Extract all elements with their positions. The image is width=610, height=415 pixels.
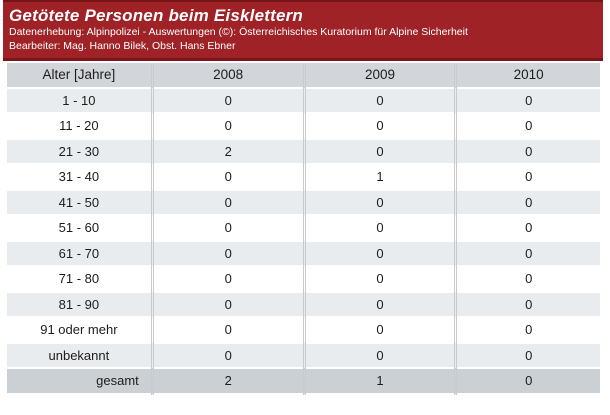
age-range-cell: 11 - 20 — [7, 113, 153, 140]
column-header-2009: 2009 — [302, 63, 456, 89]
value-cell: 0 — [150, 164, 305, 191]
value-cell: 0 — [302, 113, 456, 140]
column-header-2010: 2010 — [454, 63, 600, 89]
header-row: Alter [Jahre] 2008 2009 2010 — [7, 63, 600, 89]
total-row: gesamt 2 1 0 — [7, 368, 600, 395]
value-cell: 0 — [150, 240, 305, 267]
value-cell: 0 — [302, 266, 456, 293]
value-cell: 0 — [150, 342, 305, 369]
age-range-cell: 71 - 80 — [7, 266, 153, 293]
age-range-cell: 1 - 10 — [7, 87, 153, 114]
value-cell: 0 — [454, 138, 600, 165]
value-cell: 0 — [454, 291, 600, 318]
value-cell: 0 — [454, 113, 600, 140]
value-cell: 0 — [302, 342, 456, 369]
value-cell: 0 — [150, 87, 305, 114]
value-cell: 0 — [454, 87, 600, 114]
value-cell: 0 — [150, 317, 305, 344]
table-row: 51 - 60 0 0 0 — [7, 215, 600, 242]
table-row: 21 - 30 2 0 0 — [7, 138, 600, 165]
title-banner: Getötete Personen beim Eisklettern Daten… — [3, 0, 603, 61]
value-cell: 0 — [454, 317, 600, 344]
table-row: 81 - 90 0 0 0 — [7, 291, 600, 318]
age-range-cell: 21 - 30 — [7, 138, 153, 165]
total-value-cell: 1 — [302, 368, 456, 395]
value-cell: 0 — [150, 189, 305, 216]
table-row: 1 - 10 0 0 0 — [7, 87, 600, 114]
value-cell: 0 — [302, 87, 456, 114]
column-header-age: Alter [Jahre] — [7, 63, 153, 89]
table-row: 11 - 20 0 0 0 — [7, 113, 600, 140]
value-cell: 0 — [302, 291, 456, 318]
age-range-cell: 61 - 70 — [7, 240, 153, 267]
age-range-cell: 31 - 40 — [7, 164, 153, 191]
value-cell: 0 — [302, 317, 456, 344]
total-value-cell: 0 — [454, 368, 600, 395]
value-cell: 0 — [302, 215, 456, 242]
value-cell: 0 — [150, 266, 305, 293]
value-cell: 0 — [454, 164, 600, 191]
editor-credit: Bearbeiter: Mag. Hanno Bilek, Obst. Hans… — [9, 39, 236, 52]
value-cell: 1 — [302, 164, 456, 191]
value-cell: 0 — [150, 113, 305, 140]
table-row: unbekannt 0 0 0 — [7, 342, 600, 369]
value-cell: 0 — [454, 342, 600, 369]
table-row: 41 - 50 0 0 0 — [7, 189, 600, 216]
age-range-cell: 81 - 90 — [7, 291, 153, 318]
table-row: 61 - 70 0 0 0 — [7, 240, 600, 267]
value-cell: 0 — [302, 138, 456, 165]
value-cell: 0 — [454, 215, 600, 242]
age-range-cell: 51 - 60 — [7, 215, 153, 242]
table-row: 31 - 40 0 1 0 — [7, 164, 600, 191]
age-range-cell: unbekannt — [7, 342, 153, 369]
page-title: Getötete Personen beim Eisklettern — [9, 6, 303, 25]
value-cell: 0 — [150, 215, 305, 242]
value-cell: 0 — [454, 266, 600, 293]
age-range-cell: 41 - 50 — [7, 189, 153, 216]
table-row: 71 - 80 0 0 0 — [7, 266, 600, 293]
total-label-cell: gesamt — [7, 368, 153, 395]
value-cell: 0 — [302, 240, 456, 267]
column-header-2008: 2008 — [150, 63, 305, 89]
age-range-cell: 91 oder mehr — [7, 317, 153, 344]
source-credit: Datenerhebung: Alpinpolizei - Auswertung… — [9, 26, 468, 38]
data-table: Alter [Jahre] 2008 2009 2010 1 - 10 0 0 … — [7, 63, 600, 395]
value-cell: 0 — [454, 189, 600, 216]
value-cell: 0 — [454, 240, 600, 267]
total-value-cell: 2 — [150, 368, 305, 395]
value-cell: 0 — [150, 291, 305, 318]
value-cell: 2 — [150, 138, 305, 165]
table-row: 91 oder mehr 0 0 0 — [7, 317, 600, 344]
value-cell: 0 — [302, 189, 456, 216]
